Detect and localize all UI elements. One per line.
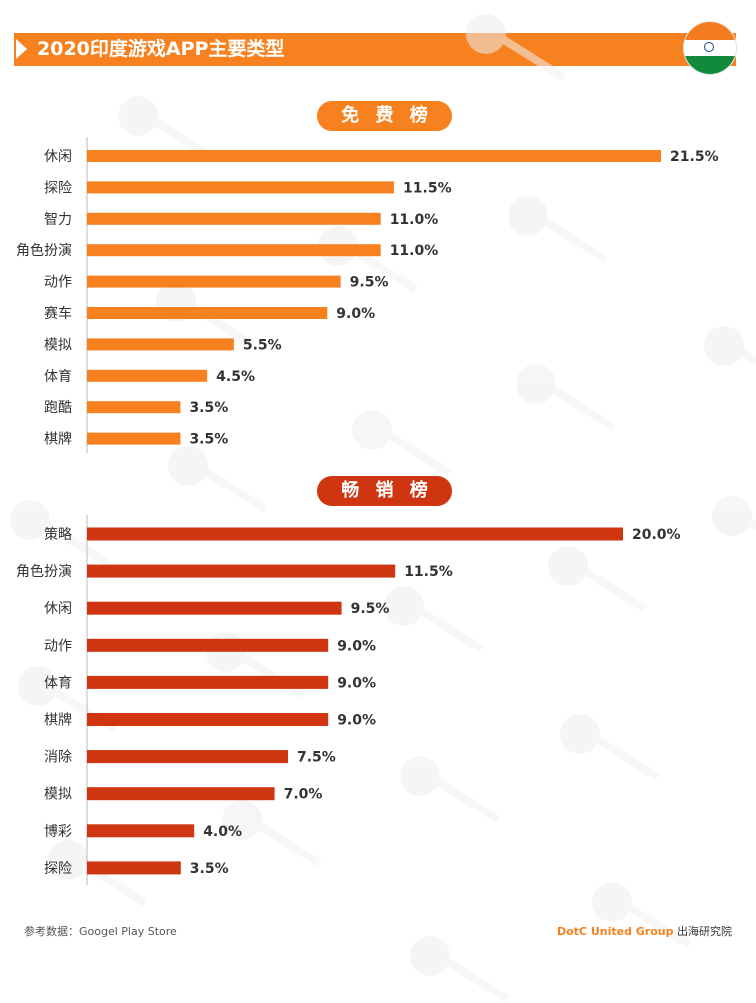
bar bbox=[87, 787, 275, 801]
free-bar-chart: 休闲 21.5% 探险 11.5% 智力 11.0% 角色扮演 11.0% 动作 9.5% 赛车 9.… bbox=[16, 137, 719, 453]
watermark-logo bbox=[592, 882, 632, 922]
bar bbox=[87, 369, 208, 382]
category-label: 模拟 bbox=[44, 787, 72, 803]
category-label: 探险 bbox=[44, 861, 72, 877]
watermark-logo bbox=[508, 196, 548, 236]
bar bbox=[87, 401, 181, 414]
watermark-logo bbox=[548, 546, 588, 586]
category-label: 体育 bbox=[44, 369, 72, 385]
bar bbox=[87, 824, 195, 838]
watermark-logo bbox=[400, 756, 440, 796]
bar bbox=[87, 861, 181, 875]
flag-green-band bbox=[684, 56, 736, 74]
category-label: 休闲 bbox=[44, 149, 72, 165]
category-label: 动作 bbox=[44, 275, 72, 291]
watermark-logo bbox=[560, 714, 600, 754]
bar bbox=[87, 212, 381, 225]
category-label: 动作 bbox=[44, 638, 72, 654]
category-label: 角色扮演 bbox=[16, 563, 72, 580]
watermark-logo bbox=[410, 936, 450, 976]
watermark-logo bbox=[352, 410, 392, 450]
value-label: 11.0% bbox=[390, 212, 439, 228]
category-label: 探险 bbox=[44, 180, 72, 196]
brand-credit: DotC United Group 出海研究院 bbox=[557, 923, 732, 939]
grossing-chart-pill: 畅 销 榜 bbox=[317, 476, 452, 506]
page-title: 2020印度游戏APP主要类型 bbox=[37, 38, 285, 60]
category-label: 角色扮演 bbox=[16, 242, 72, 259]
free-chart-pill: 免 费 榜 bbox=[317, 101, 452, 131]
watermark-logo bbox=[704, 326, 744, 366]
value-label: 21.5% bbox=[670, 149, 719, 165]
bar bbox=[87, 713, 329, 726]
brand-suffix: 出海研究院 bbox=[673, 925, 732, 938]
brand-name: DotC United Group bbox=[556, 925, 674, 938]
bar bbox=[87, 527, 623, 541]
bar bbox=[87, 432, 181, 445]
category-label: 棋牌 bbox=[44, 712, 72, 729]
value-label: 9.0% bbox=[337, 675, 376, 691]
value-label: 3.5% bbox=[189, 432, 228, 448]
category-label: 体育 bbox=[44, 675, 72, 691]
bar bbox=[87, 338, 234, 351]
value-label: 9.0% bbox=[337, 713, 376, 729]
bar bbox=[87, 275, 341, 288]
bar bbox=[87, 181, 395, 194]
watermark-logo bbox=[10, 500, 50, 540]
bar bbox=[87, 244, 381, 257]
value-label: 20.0% bbox=[632, 527, 681, 543]
watermark-logo bbox=[206, 632, 246, 672]
bar bbox=[87, 601, 342, 615]
watermark-logo bbox=[222, 800, 262, 840]
watermark-logo bbox=[18, 666, 58, 706]
value-label: 11.5% bbox=[404, 564, 453, 580]
category-label: 模拟 bbox=[44, 337, 72, 353]
bar bbox=[87, 150, 662, 162]
watermark-logo bbox=[712, 496, 752, 536]
value-label: 4.5% bbox=[216, 369, 255, 385]
value-label: 3.5% bbox=[189, 400, 228, 416]
category-label: 跑酷 bbox=[44, 400, 72, 416]
source-note: 参考数据：Googel Play Store bbox=[24, 925, 177, 938]
watermark-logo bbox=[466, 14, 506, 54]
category-label: 棋牌 bbox=[44, 431, 72, 448]
watermark-logo bbox=[48, 840, 88, 880]
bar bbox=[87, 675, 329, 689]
value-label: 7.0% bbox=[284, 787, 323, 803]
bar bbox=[87, 564, 396, 578]
bar bbox=[87, 750, 288, 764]
grossing-bar-chart: 策略 20.0% 角色扮演 11.5% 休闲 9.5% 动作 9.0% 体育 9.0% 棋牌 9.0%… bbox=[16, 515, 681, 885]
category-label: 赛车 bbox=[44, 305, 72, 322]
value-label: 9.0% bbox=[336, 306, 375, 322]
value-label: 11.0% bbox=[390, 243, 439, 259]
watermark-logo bbox=[118, 96, 158, 136]
value-label: 9.0% bbox=[337, 638, 376, 654]
category-label: 智力 bbox=[44, 212, 72, 228]
ashoka-chakra-icon bbox=[704, 42, 714, 52]
flag-saffron-band bbox=[684, 22, 736, 40]
play-arrow-icon bbox=[16, 39, 27, 59]
category-label: 消除 bbox=[44, 750, 72, 766]
value-label: 5.5% bbox=[243, 337, 282, 353]
watermark-logo bbox=[516, 364, 556, 404]
category-label: 休闲 bbox=[44, 601, 72, 617]
value-label: 4.0% bbox=[203, 824, 242, 840]
value-label: 7.5% bbox=[297, 750, 336, 766]
india-flag-icon bbox=[684, 22, 736, 74]
watermark-logo bbox=[168, 446, 208, 486]
header-bar bbox=[14, 33, 736, 66]
watermark-logo bbox=[384, 586, 424, 626]
value-label: 3.5% bbox=[190, 861, 229, 877]
value-label: 9.5% bbox=[351, 601, 390, 617]
value-label: 11.5% bbox=[403, 180, 452, 196]
category-label: 策略 bbox=[44, 526, 72, 543]
bar bbox=[87, 307, 328, 319]
value-label: 9.5% bbox=[350, 275, 389, 291]
bar bbox=[87, 638, 329, 652]
category-label: 博彩 bbox=[44, 823, 72, 840]
